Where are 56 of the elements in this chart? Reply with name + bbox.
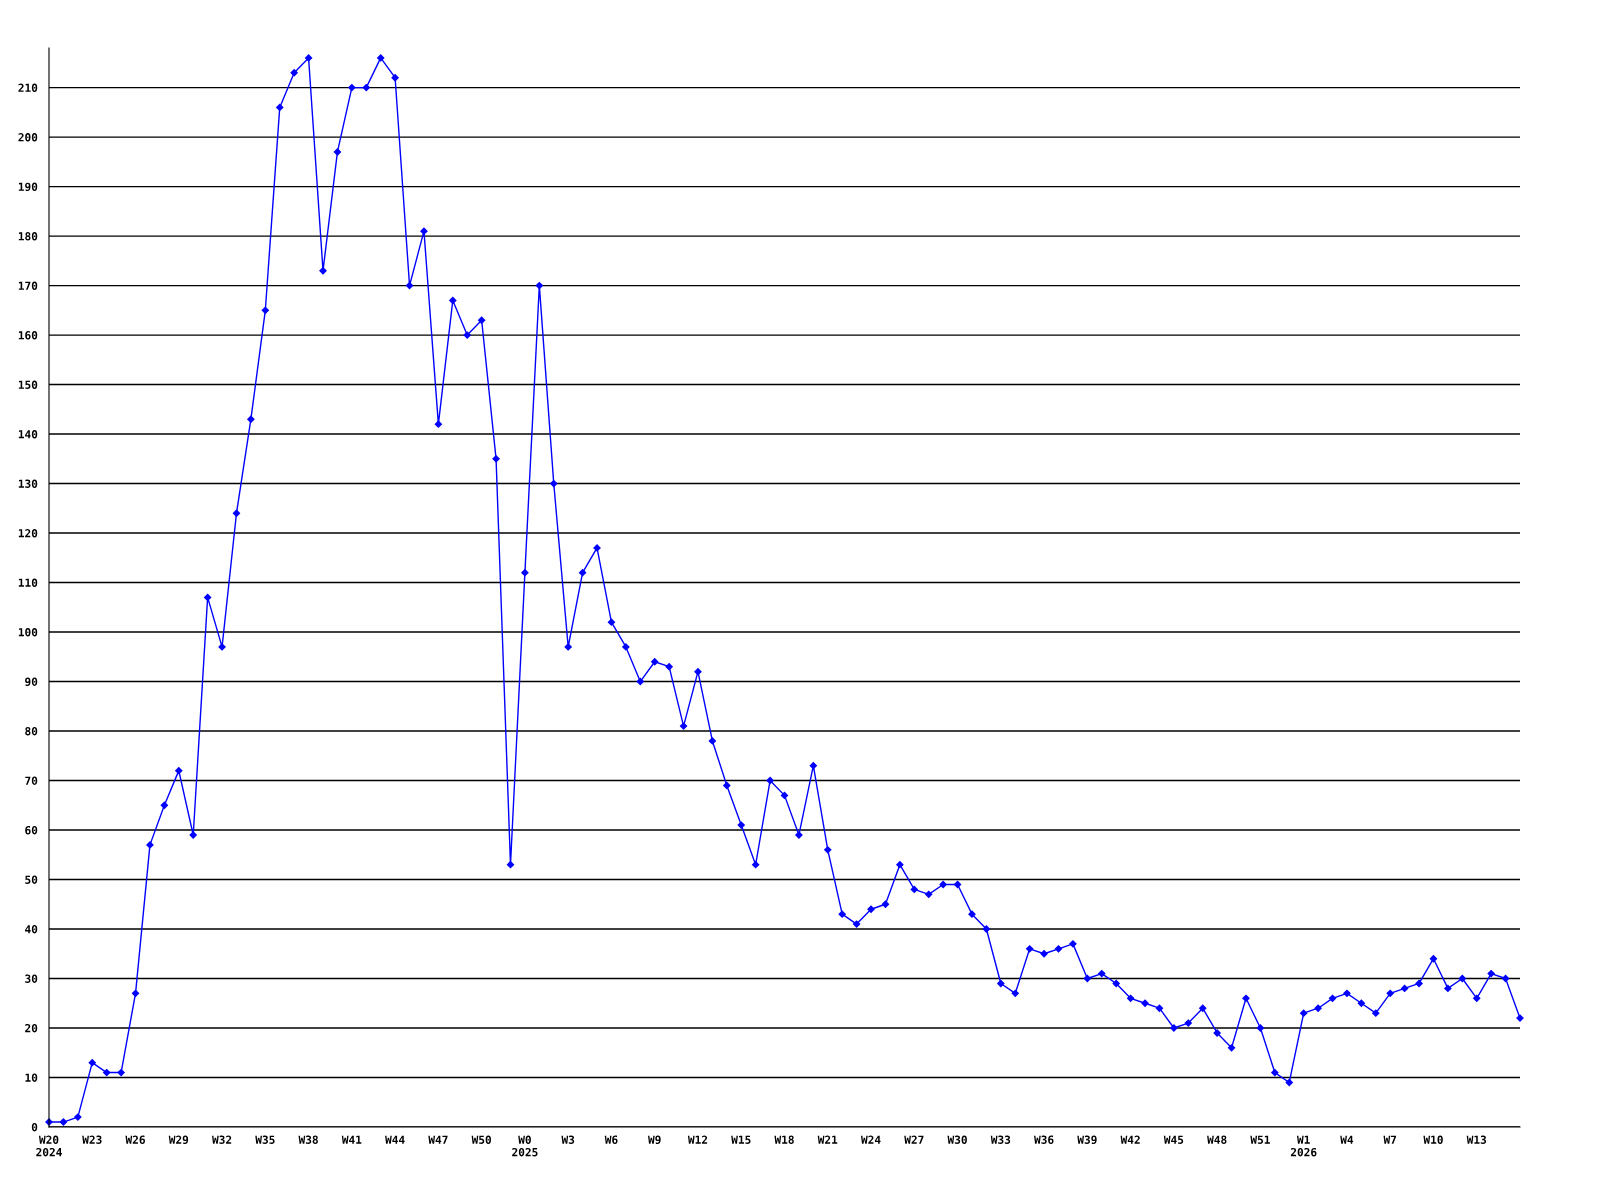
x-tick-label: W0 2025 xyxy=(512,1135,538,1157)
y-tick-label: 130 xyxy=(18,479,38,488)
x-tick-label: W15 xyxy=(731,1135,751,1144)
x-tick-label: W27 xyxy=(904,1135,924,1144)
y-tick-label: 30 xyxy=(25,974,38,983)
x-tick-label: W51 xyxy=(1250,1135,1270,1144)
y-tick-label: 190 xyxy=(18,182,38,192)
x-tick-label: W7 xyxy=(1383,1135,1397,1144)
y-tick-label: 80 xyxy=(25,727,38,736)
x-tick-label: W9 xyxy=(648,1135,661,1144)
y-tick-label: 160 xyxy=(18,331,38,340)
x-tick-label: W23 xyxy=(82,1135,102,1144)
x-tick-label: W32 xyxy=(212,1135,232,1144)
x-tick-label: W36 xyxy=(1034,1135,1054,1144)
x-tick-label: W24 xyxy=(861,1135,881,1144)
x-tick-label: W3 xyxy=(561,1135,575,1144)
x-tick-label: W35 xyxy=(255,1135,275,1144)
y-tick-label: 40 xyxy=(25,924,38,934)
x-tick-label: W48 xyxy=(1207,1135,1227,1144)
y-tick-label: 200 xyxy=(18,133,38,142)
y-tick-label: 170 xyxy=(18,281,38,290)
x-tick-label: W12 xyxy=(687,1135,708,1144)
y-tick-label: 120 xyxy=(18,529,38,538)
x-tick-label: W20 2024 xyxy=(36,1135,62,1157)
x-tick-label: W30 xyxy=(947,1135,967,1144)
x-tick-label: W1 2026 xyxy=(1290,1135,1317,1157)
y-tick-label: 20 xyxy=(25,1023,38,1033)
x-tick-label: W18 xyxy=(774,1135,794,1144)
x-tick-label: W33 xyxy=(990,1135,1011,1144)
y-tick-label: 110 xyxy=(18,578,38,587)
x-tick-label: W39 xyxy=(1077,1135,1097,1144)
y-tick-label: 50 xyxy=(25,875,38,884)
x-tick-label: W44 xyxy=(385,1135,405,1144)
y-tick-label: 180 xyxy=(18,232,38,241)
y-tick-label: 60 xyxy=(25,826,38,835)
x-tick-label: W4 xyxy=(1340,1135,1354,1144)
y-tick-label: 0 xyxy=(31,1122,38,1132)
y-tick-label: 10 xyxy=(25,1073,38,1082)
y-tick-label: 150 xyxy=(18,380,38,389)
x-tick-label: W45 xyxy=(1163,1135,1184,1144)
x-tick-label: W21 xyxy=(817,1135,838,1144)
x-tick-label: W41 xyxy=(341,1135,362,1144)
x-tick-label: W38 xyxy=(298,1135,318,1144)
x-tick-label: W29 xyxy=(168,1135,189,1144)
x-tick-label: W47 xyxy=(428,1135,448,1144)
y-tick-label: 70 xyxy=(25,776,38,785)
y-tick-label: 210 xyxy=(18,83,38,92)
y-tick-label: 100 xyxy=(18,628,38,637)
x-tick-label: W42 xyxy=(1120,1135,1140,1144)
x-tick-label: W6 xyxy=(604,1135,618,1144)
y-tick-label: 90 xyxy=(25,677,38,686)
y-tick-label: 140 xyxy=(18,430,38,439)
x-tick-label: W13 xyxy=(1466,1135,1487,1144)
x-tick-label: W10 xyxy=(1423,1135,1443,1144)
x-tick-label: W26 xyxy=(125,1135,145,1144)
x-tick-label: W50 xyxy=(471,1135,492,1144)
